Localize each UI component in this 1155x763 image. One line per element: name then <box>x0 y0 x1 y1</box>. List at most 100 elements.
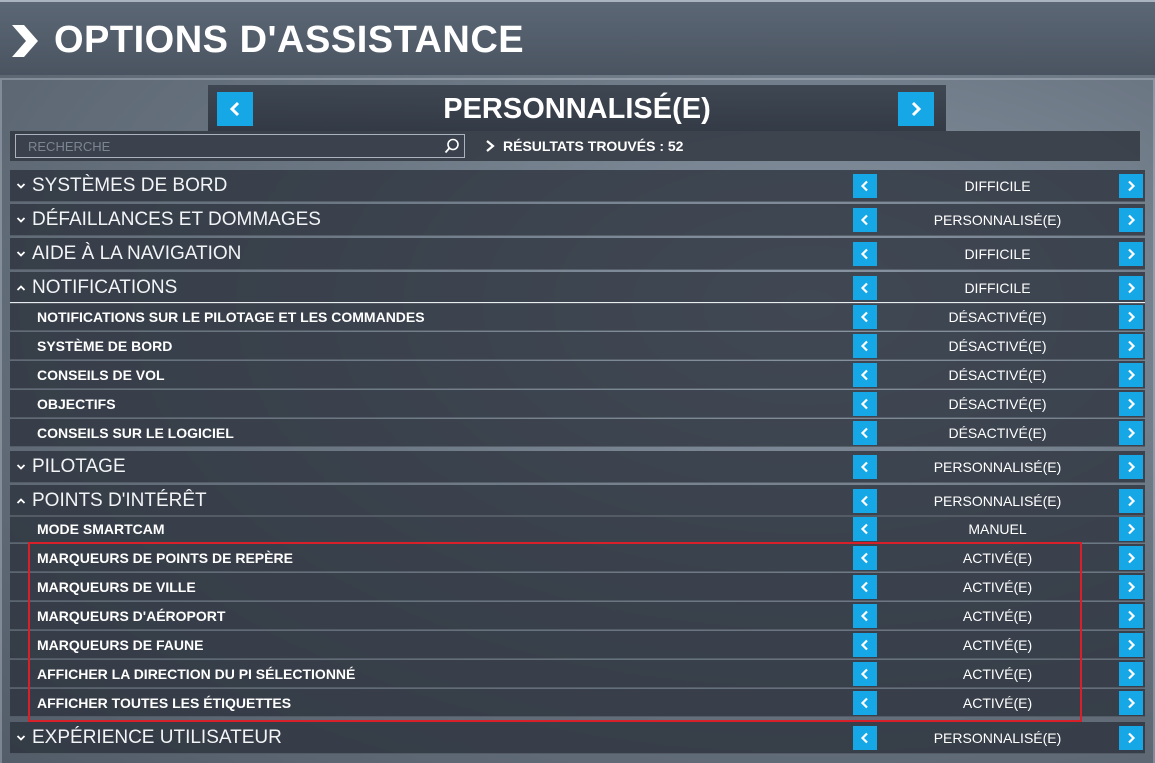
value-prev-button[interactable] <box>853 392 877 416</box>
chevron-right-icon <box>1128 697 1136 709</box>
preset-prev-button[interactable] <box>217 92 253 126</box>
value-next-button[interactable] <box>1119 334 1143 358</box>
value-prev-button[interactable] <box>853 691 877 715</box>
setting-row[interactable]: CONSEILS DE VOL DÉSACTIVÉ(E) <box>10 361 1145 389</box>
row-label: NOTIFICATIONS SUR LE PILOTAGE ET LES COM… <box>37 309 425 325</box>
setting-row[interactable]: AFFICHER LA DIRECTION DU PI SÉLECTIONNÉ A… <box>10 660 1145 688</box>
preset-next-button[interactable] <box>898 92 934 126</box>
value-next-button[interactable] <box>1119 305 1143 329</box>
category-row[interactable]: NOTIFICATIONS DIFFICILE <box>10 272 1145 304</box>
value-prev-button[interactable] <box>853 242 877 266</box>
category-row[interactable]: POINTS D'INTÉRÊT PERSONNALISÉ(E) <box>10 485 1145 517</box>
value-prev-button[interactable] <box>853 174 877 198</box>
setting-row[interactable]: MARQUEURS D'AÉROPORT ACTIVÉ(E) <box>10 602 1145 630</box>
value-next-button[interactable] <box>1119 242 1143 266</box>
category-row[interactable]: SYSTÈMES DE BORD DIFFICILE <box>10 170 1145 202</box>
value-next-button[interactable] <box>1119 208 1143 232</box>
chevron-right-icon <box>1128 552 1136 564</box>
collapse-toggle[interactable] <box>16 272 26 304</box>
row-value: DIFFICILE <box>964 246 1031 262</box>
value-next-button[interactable] <box>1119 363 1143 387</box>
value-prev-button[interactable] <box>853 363 877 387</box>
row-value: DÉSACTIVÉ(E) <box>948 338 1047 354</box>
row-value: DÉSACTIVÉ(E) <box>948 309 1047 325</box>
value-prev-button[interactable] <box>853 305 877 329</box>
category-row[interactable]: EXPÉRIENCE UTILISATEUR PERSONNALISÉ(E) <box>10 722 1145 754</box>
page-title: OPTIONS D'ASSISTANCE <box>54 19 525 61</box>
value-prev-button[interactable] <box>853 334 877 358</box>
value-next-button[interactable] <box>1119 276 1143 300</box>
expand-chevron-icon <box>16 735 26 741</box>
value-prev-button[interactable] <box>853 726 877 750</box>
value-next-button[interactable] <box>1119 662 1143 686</box>
row-divider <box>10 542 1145 543</box>
chevron-left-icon <box>860 581 868 593</box>
options-panel <box>0 78 1155 763</box>
expand-toggle[interactable] <box>16 204 26 236</box>
value-next-button[interactable] <box>1119 604 1143 628</box>
row-label: OBJECTIFS <box>37 396 116 412</box>
value-prev-button[interactable] <box>853 517 877 541</box>
value-prev-button[interactable] <box>853 276 877 300</box>
chevron-right-icon <box>1128 581 1136 593</box>
chevron-right-icon <box>1128 311 1136 323</box>
value-next-button[interactable] <box>1119 421 1143 445</box>
search-icon[interactable] <box>444 138 460 159</box>
setting-row[interactable]: MODE SMARTCAM MANUEL <box>10 515 1145 543</box>
expand-toggle[interactable] <box>16 170 26 202</box>
chevron-left-icon <box>860 697 868 709</box>
value-next-button[interactable] <box>1119 546 1143 570</box>
value-next-button[interactable] <box>1119 517 1143 541</box>
category-row[interactable]: AIDE À LA NAVIGATION DIFFICILE <box>10 238 1145 270</box>
row-label: EXPÉRIENCE UTILISATEUR <box>32 727 282 748</box>
expand-toggle[interactable] <box>16 722 26 754</box>
search-input[interactable] <box>16 135 436 157</box>
chevron-right-icon <box>1128 340 1136 352</box>
row-label: DÉFAILLANCES ET DOMMAGES <box>32 209 321 230</box>
setting-row[interactable]: CONSEILS SUR LE LOGICIEL DÉSACTIVÉ(E) <box>10 419 1145 447</box>
header-bar: OPTIONS D'ASSISTANCE <box>0 0 1155 75</box>
setting-row[interactable]: MARQUEURS DE VILLE ACTIVÉ(E) <box>10 573 1145 601</box>
value-next-button[interactable] <box>1119 174 1143 198</box>
row-divider <box>10 600 1145 601</box>
expand-toggle[interactable] <box>16 238 26 270</box>
row-value: DIFFICILE <box>964 280 1031 296</box>
value-prev-button[interactable] <box>853 546 877 570</box>
value-prev-button[interactable] <box>853 662 877 686</box>
row-divider <box>10 716 1145 717</box>
row-label: PILOTAGE <box>32 456 126 477</box>
row-divider <box>10 446 1145 447</box>
row-value: ACTIVÉ(E) <box>962 637 1033 653</box>
value-next-button[interactable] <box>1119 726 1143 750</box>
value-next-button[interactable] <box>1119 455 1143 479</box>
category-row[interactable]: DÉFAILLANCES ET DOMMAGES PERSONNALISÉ(E) <box>10 204 1145 236</box>
setting-row[interactable]: OBJECTIFS DÉSACTIVÉ(E) <box>10 390 1145 418</box>
value-next-button[interactable] <box>1119 691 1143 715</box>
value-prev-button[interactable] <box>853 575 877 599</box>
search-row: RÉSULTATS TROUVÉS : 52 <box>10 131 1140 161</box>
value-prev-button[interactable] <box>853 633 877 657</box>
setting-row[interactable]: MARQUEURS DE POINTS DE REPÈRE ACTIVÉ(E) <box>10 544 1145 572</box>
row-label: AIDE À LA NAVIGATION <box>32 243 242 264</box>
setting-row[interactable]: NOTIFICATIONS SUR LE PILOTAGE ET LES COM… <box>10 303 1145 331</box>
value-next-button[interactable] <box>1119 575 1143 599</box>
setting-row[interactable]: MARQUEURS DE FAUNE ACTIVÉ(E) <box>10 631 1145 659</box>
setting-row[interactable]: SYSTÈME DE BORD DÉSACTIVÉ(E) <box>10 332 1145 360</box>
value-next-button[interactable] <box>1119 633 1143 657</box>
collapse-toggle[interactable] <box>16 485 26 517</box>
expand-toggle[interactable] <box>16 451 26 483</box>
setting-row[interactable]: AFFICHER TOUTES LES ÉTIQUETTES ACTIVÉ(E) <box>10 689 1145 717</box>
row-value: PERSONNALISÉ(E) <box>933 212 1062 228</box>
value-prev-button[interactable] <box>853 455 877 479</box>
chevron-right-icon <box>1128 427 1136 439</box>
category-row[interactable]: PILOTAGE PERSONNALISÉ(E) <box>10 451 1145 483</box>
value-prev-button[interactable] <box>853 489 877 513</box>
row-divider <box>10 235 1145 236</box>
value-prev-button[interactable] <box>853 421 877 445</box>
value-next-button[interactable] <box>1119 489 1143 513</box>
value-next-button[interactable] <box>1119 392 1143 416</box>
value-prev-button[interactable] <box>853 604 877 628</box>
chevron-right-icon <box>1128 461 1136 473</box>
value-prev-button[interactable] <box>853 208 877 232</box>
chevron-left-icon <box>860 461 868 473</box>
